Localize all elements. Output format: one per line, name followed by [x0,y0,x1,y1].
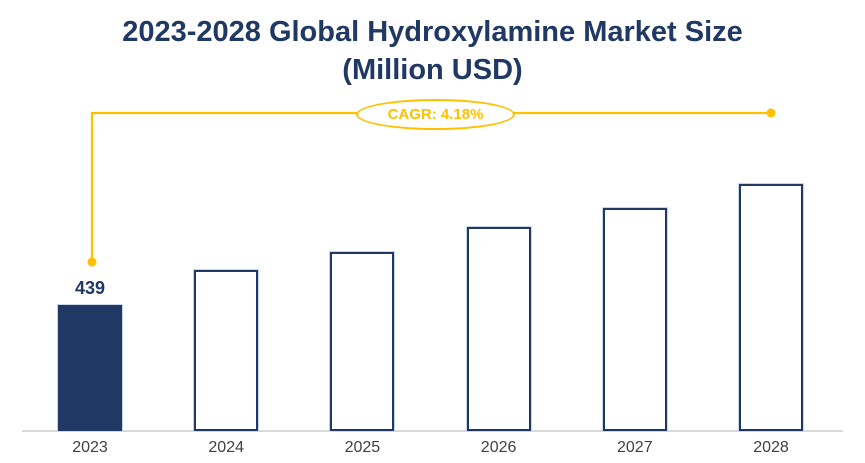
data-label-2023: 439 [74,278,106,298]
cagr-badge-label: CAGR: 4.18% [387,106,484,123]
x-axis-label-2028: 2028 [753,439,789,456]
bar-2025 [330,252,395,431]
bar-2028 [739,184,803,431]
chart-title: 2023-2028 Global Hydroxylamine Market Si… [0,13,865,89]
bar-2023 [58,305,122,431]
bar-2026 [466,227,531,431]
x-axis-label-2023: 2023 [72,439,108,456]
x-axis-label-2024: 2024 [208,439,244,456]
x-axis-label-2025: 2025 [344,439,381,456]
cagr-line-end-dot [766,108,776,118]
chart-title-line2: (Million USD) [342,54,523,86]
cagr-line-start-dot [87,257,97,267]
bar-2024 [194,270,259,431]
x-axis-line [22,430,843,432]
cagr-badge: CAGR: 4.18% [356,99,515,130]
x-axis-label-2027: 2027 [617,439,653,456]
bar-2027 [602,208,667,431]
x-axis-label-2026: 2026 [480,439,517,456]
cagr-line-path [90,111,771,262]
chart-title-line1: 2023-2028 Global Hydroxylamine Market Si… [122,16,743,48]
